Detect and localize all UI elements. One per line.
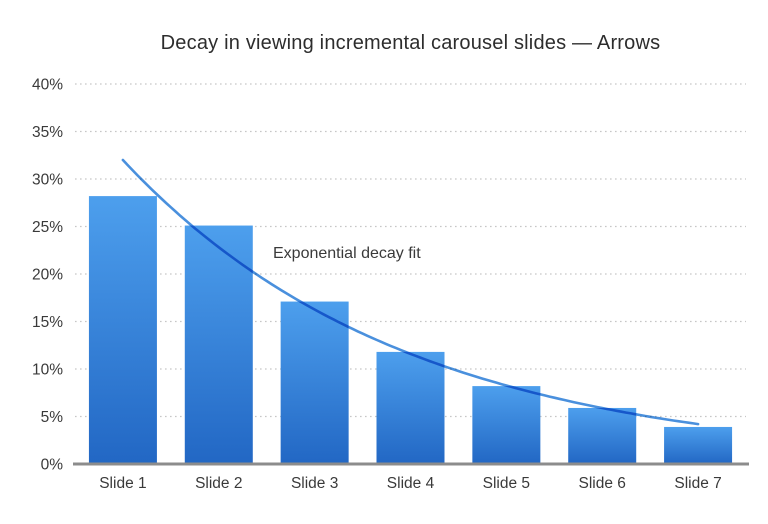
x-tick-label: Slide 2 xyxy=(195,475,242,492)
bar-slide-7 xyxy=(664,426,733,464)
y-tick-label: 40% xyxy=(32,77,63,94)
y-tick-label: 15% xyxy=(32,314,63,331)
y-tick-label: 10% xyxy=(32,362,63,379)
x-tick-label: Slide 1 xyxy=(99,475,146,492)
bar-slide-2 xyxy=(184,225,253,464)
y-tick-label: 5% xyxy=(41,409,64,426)
y-tick-label: 35% xyxy=(32,124,63,141)
bar-slide-5 xyxy=(472,386,541,464)
x-tick-label: Slide 5 xyxy=(483,475,530,492)
y-tick-label: 20% xyxy=(32,267,63,284)
x-tick-label: Slide 6 xyxy=(579,475,626,492)
bar-slide-6 xyxy=(568,407,637,464)
x-tick-label: Slide 4 xyxy=(387,475,435,492)
bar-slide-4 xyxy=(376,351,445,464)
y-tick-label: 0% xyxy=(41,457,64,474)
bar-slide-1 xyxy=(88,196,157,464)
fit-curve xyxy=(121,158,700,426)
bar-slide-3 xyxy=(280,301,349,464)
x-tick-label: Slide 3 xyxy=(291,475,338,492)
y-tick-label: 25% xyxy=(32,219,63,236)
chart-title: Decay in viewing incremental carousel sl… xyxy=(160,32,661,54)
x-tick-label: Slide 7 xyxy=(674,475,721,492)
fit-curve-label: Exponential decay fit xyxy=(273,245,421,262)
y-tick-label: 30% xyxy=(32,172,63,189)
